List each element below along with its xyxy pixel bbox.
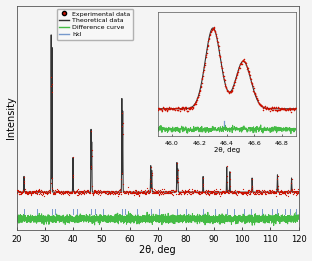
X-axis label: 2θ, deg: 2θ, deg: [139, 245, 176, 256]
Y-axis label: Intensity: Intensity: [6, 97, 16, 139]
Legend: Experimental data, Theoretical data, Difference curve, hkl: Experimental data, Theoretical data, Dif…: [57, 9, 133, 40]
